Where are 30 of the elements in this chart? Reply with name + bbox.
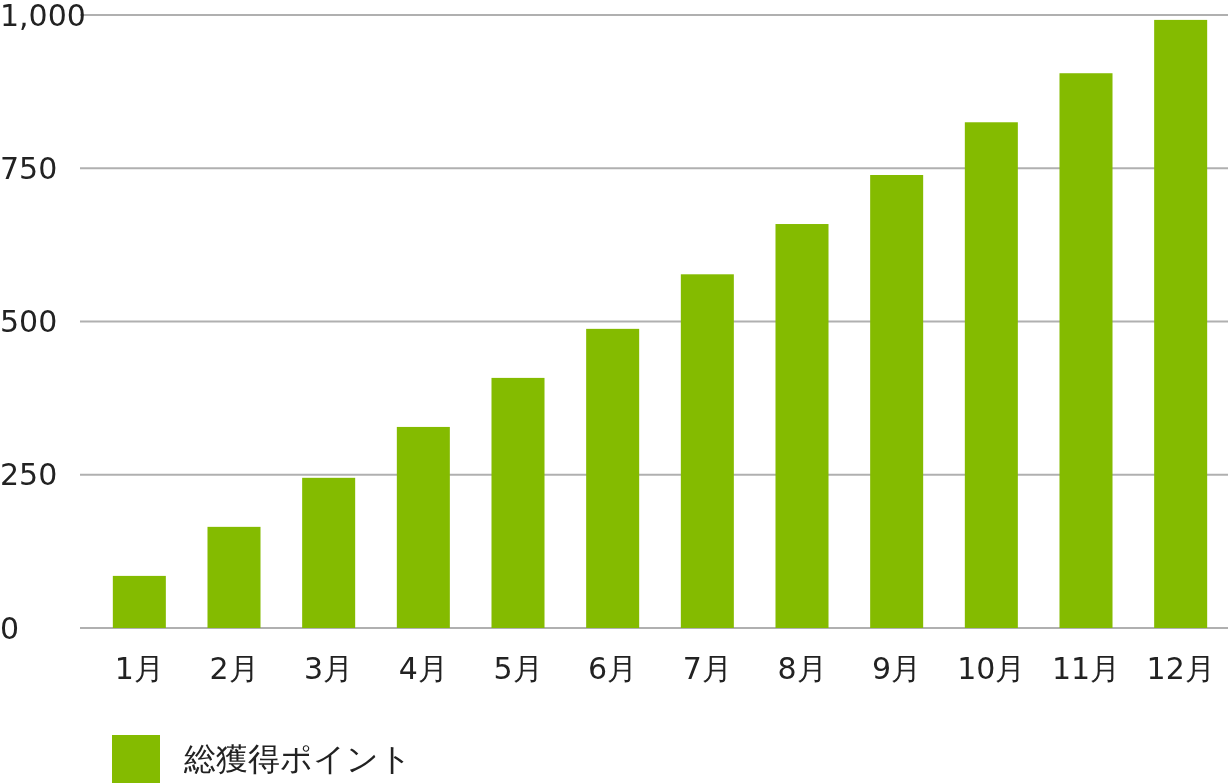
x-tick-label: 9月 [872, 650, 922, 686]
bar [112, 575, 166, 628]
x-tick-label: 11月 [1051, 650, 1121, 686]
x-tick-label: 1月 [114, 650, 164, 686]
bar [1154, 19, 1208, 628]
legend-label: 総獲得ポイント [183, 740, 412, 779]
bar [775, 224, 829, 628]
y-tick-label: 500 [0, 304, 58, 339]
x-tick-label: 2月 [209, 650, 259, 686]
bar [680, 274, 734, 628]
bar [870, 174, 924, 628]
bar [586, 328, 640, 628]
x-tick-label: 8月 [777, 650, 827, 686]
x-tick-label: 10月 [957, 650, 1026, 686]
bar [207, 526, 261, 628]
x-tick-label: 12月 [1146, 650, 1215, 686]
bar [302, 477, 356, 628]
x-tick-label: 6月 [588, 650, 638, 686]
y-tick-label: 250 [0, 457, 58, 493]
bar [1059, 73, 1113, 628]
bar [964, 122, 1018, 628]
y-tick-label: 750 [0, 150, 58, 186]
y-tick-label: 0 [0, 610, 20, 646]
bar [396, 426, 450, 628]
x-tick-label: 7月 [682, 650, 732, 686]
x-tick-label: 4月 [398, 650, 448, 686]
x-tick-label: 5月 [493, 650, 543, 686]
y-tick-label: 1,000 [0, 0, 86, 33]
bar [491, 377, 545, 628]
x-tick-label: 3月 [304, 650, 354, 686]
